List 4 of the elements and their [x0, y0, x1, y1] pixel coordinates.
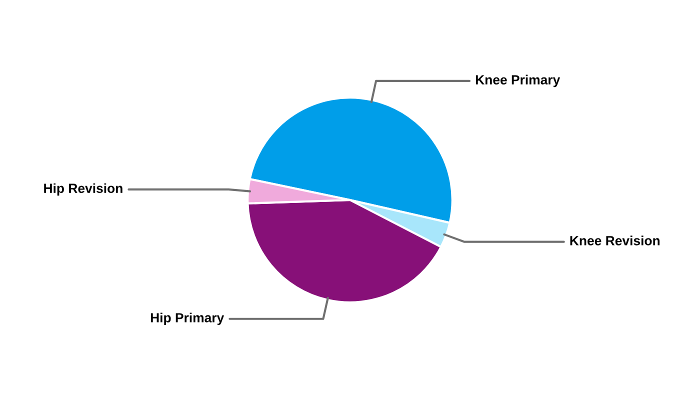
slice-label: Knee Primary [476, 74, 560, 88]
slice-label: Hip Primary [150, 312, 224, 326]
slice-label: Knee Revision [570, 236, 660, 246]
slice-label: Hip Revision [44, 183, 122, 196]
